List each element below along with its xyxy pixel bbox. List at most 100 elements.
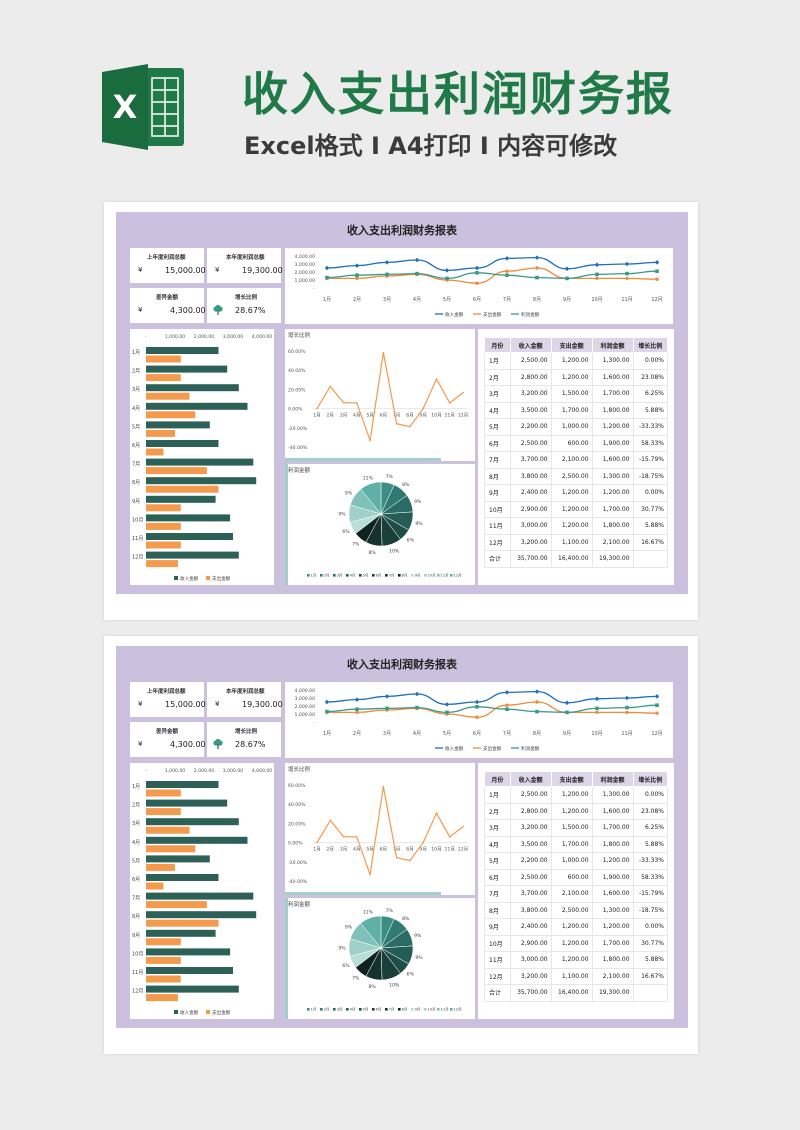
table-cell: 2,500.00	[509, 434, 552, 452]
table-cell: 19,300.00	[591, 550, 634, 568]
legend-label: 10月	[428, 1007, 436, 1012]
data-point	[475, 271, 479, 275]
data-point	[535, 709, 539, 714]
slice-label: 11%	[363, 475, 374, 481]
column-header: 支出金额	[550, 337, 593, 353]
monthly-table: 月份 收入金额 支出金额 利润金额 增长比例 1月 2,500.00 1,200.00 1,30…	[484, 337, 669, 568]
x-tick-label: 5月	[366, 413, 374, 419]
column-header: 增长比例	[632, 337, 669, 353]
y-tick-label: 2月	[132, 803, 140, 809]
growth-chart-title: 增长比例	[288, 333, 311, 339]
kpi-label: 增长比例	[235, 729, 258, 735]
x-tick-label: 4月	[413, 297, 421, 303]
table-cell: 1,700.00	[591, 385, 634, 403]
kpi-value: 28.67%	[235, 306, 266, 315]
y-tick-label: 1月	[132, 784, 140, 790]
data-point	[624, 261, 630, 267]
table-cell: 合计	[484, 984, 511, 1002]
table-cell: 5月	[484, 852, 511, 870]
legend-label: 10月	[428, 573, 436, 578]
slice-label: 11%	[363, 909, 374, 915]
table-cell	[632, 550, 669, 568]
y-tick-label: 0.00%	[288, 407, 303, 413]
slice-label: 9%	[414, 499, 422, 505]
table-cell: 1,700.00	[591, 500, 634, 518]
table-cell: 2月	[484, 802, 511, 820]
data-point	[595, 706, 599, 711]
bar-income	[146, 495, 216, 503]
x-tick-label: 10月	[431, 847, 441, 853]
pie-slice	[360, 481, 382, 515]
table-cell: 23.08%	[632, 368, 669, 386]
table-cell: 1,600.00	[591, 802, 634, 820]
data-point	[654, 260, 660, 265]
legend-label: 12月	[454, 573, 462, 578]
scroll-strip	[285, 458, 441, 461]
legend-label: 4月	[350, 1007, 356, 1012]
monthly-table: 月份 收入金额 支出金额 利润金额 增长比例 1月 2,500.00 1,200.00 1,30…	[484, 771, 669, 1002]
table-cell: 1,200.00	[550, 352, 593, 370]
bar-income	[146, 874, 219, 881]
x-tick-label: 12月	[651, 297, 662, 303]
bar-income	[146, 440, 219, 447]
table-cell: 12月	[484, 967, 511, 985]
legend-label: 7月	[389, 1007, 395, 1012]
data-point	[565, 276, 569, 281]
growth-line	[316, 786, 464, 875]
excel-icon: X	[102, 64, 184, 150]
table-cell: 1,900.00	[591, 868, 634, 886]
pie-chart-svg: 7% 8% 9% 9% 6% 10% 8% 7% 6% 9% 9% 11% 1月 2月 3月 4月 5月 6月 7月…	[285, 898, 462, 1019]
series-line	[326, 690, 658, 706]
x-tick-label: 5月	[366, 847, 374, 853]
data-point	[342, 401, 345, 404]
kpi-growth: 增长比例 28.67%	[207, 288, 281, 323]
excel-icon-letter: X	[113, 88, 138, 126]
table-cell: 600.00	[550, 434, 593, 452]
scroll-strip	[285, 898, 288, 1019]
kpi-label: 上年度利润总额	[147, 255, 186, 261]
y-tick-label: 1月	[132, 350, 140, 356]
y-tick-label: 3,000.00	[295, 262, 316, 268]
table-cell: 1,200.00	[550, 517, 593, 535]
legend-label: 收入金额	[180, 575, 199, 582]
table-row: 11月 3,000.00 1,200.00 1,800.00 5.88%	[484, 951, 669, 969]
table-row: 6月 2,500.00 600.00 1,900.00 58.33%	[484, 868, 669, 886]
bar-expense	[146, 919, 219, 927]
growth-tree-icon	[213, 305, 223, 315]
table-cell: 2,500.00	[550, 467, 593, 485]
profit-pie-chart: 利润金额 7% 8% 9% 9% 6% 10% 8% 7% 6% 9% 9% 11% 1月 2月 3月 4月 5…	[285, 898, 475, 1019]
kpi-value: 4,300.00	[170, 306, 206, 315]
table-cell: 3,200.00	[509, 385, 552, 403]
slice-label: 10%	[389, 983, 400, 989]
table-cell: 8月	[484, 901, 511, 919]
column-header: 月份	[484, 337, 511, 353]
x-tick-label: 4,000.00	[252, 768, 273, 774]
table-cell: 0.00%	[632, 918, 669, 936]
x-tick-label: 12月	[458, 847, 468, 853]
table-row: 3月 3,200.00 1,500.00 1,700.00 6.25%	[484, 819, 669, 837]
table-cell: 1,300.00	[591, 352, 634, 370]
table-cell: 1,200.00	[591, 852, 634, 870]
legend-swatch	[411, 1008, 414, 1011]
bar-income	[146, 967, 233, 974]
table-cell: 23.08%	[632, 802, 669, 820]
bar-expense	[146, 522, 181, 530]
table-row: 1月 2,500.00 1,200.00 1,300.00 0.00%	[484, 352, 669, 370]
x-tick-label: 3月	[340, 413, 348, 419]
kpi-this-year: 本年度利润总额 ¥ 19,300.00	[207, 248, 283, 283]
table-cell: 3月	[484, 385, 511, 403]
bar-expense	[146, 411, 196, 419]
legend-swatch	[174, 1010, 178, 1014]
x-tick-label: 1,000.00	[165, 768, 186, 774]
y-tick-label: 1,000.00	[295, 712, 316, 718]
data-point	[435, 812, 438, 814]
legend-swatch	[424, 1008, 427, 1011]
legend-label: 6月	[376, 573, 382, 578]
slice-label: 6%	[342, 529, 350, 535]
y-tick-label: 5月	[132, 858, 140, 864]
table-cell: 3,500.00	[509, 835, 552, 853]
legend-swatch	[320, 574, 323, 577]
kpi-value: 4,300.00	[170, 740, 206, 749]
y-tick-label: 10月	[132, 951, 143, 957]
bar-expense	[146, 863, 175, 871]
